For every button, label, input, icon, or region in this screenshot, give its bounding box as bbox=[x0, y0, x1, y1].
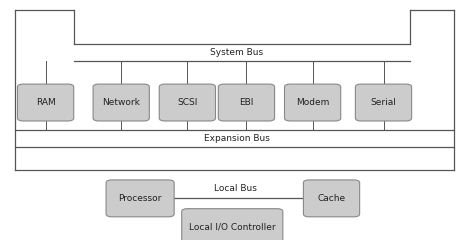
Text: RAM: RAM bbox=[36, 98, 55, 107]
FancyBboxPatch shape bbox=[284, 84, 341, 121]
Text: Expansion Bus: Expansion Bus bbox=[204, 134, 270, 143]
FancyBboxPatch shape bbox=[106, 180, 174, 217]
Text: Modem: Modem bbox=[296, 98, 329, 107]
Text: Cache: Cache bbox=[318, 194, 346, 203]
Text: Serial: Serial bbox=[371, 98, 396, 107]
Text: Local I/O Controller: Local I/O Controller bbox=[189, 223, 275, 232]
Text: SCSI: SCSI bbox=[177, 98, 198, 107]
FancyBboxPatch shape bbox=[159, 84, 216, 121]
FancyBboxPatch shape bbox=[93, 84, 149, 121]
Text: Network: Network bbox=[102, 98, 140, 107]
FancyBboxPatch shape bbox=[356, 84, 411, 121]
Text: System Bus: System Bus bbox=[210, 48, 264, 57]
Text: EBI: EBI bbox=[239, 98, 254, 107]
FancyBboxPatch shape bbox=[182, 209, 283, 241]
FancyBboxPatch shape bbox=[303, 180, 360, 217]
Text: Processor: Processor bbox=[118, 194, 162, 203]
FancyBboxPatch shape bbox=[18, 84, 74, 121]
Text: Local Bus: Local Bus bbox=[214, 184, 257, 193]
FancyBboxPatch shape bbox=[219, 84, 274, 121]
